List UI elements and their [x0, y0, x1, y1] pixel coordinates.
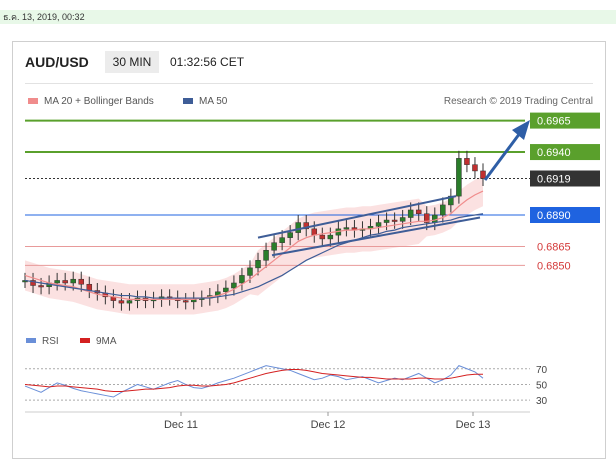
timestamp-text: ธ.ค. 13, 2019, 00:32: [3, 12, 85, 22]
candle-body: [86, 283, 93, 291]
rsi-legend-label: RSI: [42, 336, 59, 347]
chart-panel: AUD/USD 30 MIN 01:32:56 CET MA 20 + Boll…: [12, 41, 606, 459]
candle-body: [424, 213, 430, 223]
level-label-0.6850: 0.6850: [537, 260, 571, 272]
legend-ma20-label: MA 20 + Bollinger Bands: [44, 96, 154, 107]
candle-body: [440, 204, 446, 216]
candle-body: [448, 195, 454, 206]
level-label-0.6890: 0.6890: [537, 210, 571, 222]
candle-body: [30, 280, 36, 286]
candle-body: [126, 300, 133, 304]
candle-body: [78, 278, 84, 285]
bollinger-band: [25, 175, 483, 315]
candle-body: [62, 280, 68, 284]
trendline-lower: [271, 216, 481, 257]
header-divider: [25, 83, 593, 84]
candle-body: [391, 219, 398, 222]
ma50-swatch-icon: [183, 98, 193, 105]
level-label-0.6965: 0.6965: [537, 116, 571, 128]
rsi-swatch-icon: [26, 338, 36, 343]
legend-ma50: MA 50: [183, 96, 227, 107]
candle-body: [239, 275, 245, 284]
candle-body: [327, 234, 334, 240]
candle-body: [118, 300, 125, 304]
candle-body: [375, 222, 382, 227]
research-credit: Research © 2019 Trading Central: [443, 96, 593, 107]
candle-body: [70, 278, 76, 284]
candle-body: [407, 209, 414, 218]
candle-body: [432, 214, 438, 223]
level-label-0.6940: 0.6940: [537, 147, 571, 159]
candle-body: [54, 280, 60, 284]
trendline-upper: [257, 195, 457, 239]
legend-ma20: MA 20 + Bollinger Bands: [28, 96, 154, 107]
level-tag-0.6965: [530, 112, 600, 129]
level-tag-0.6919: [530, 170, 600, 187]
candle-body: [319, 234, 326, 240]
level-label-0.6865: 0.6865: [537, 241, 571, 253]
candle-body: [415, 209, 422, 214]
candle-body: [464, 158, 470, 165]
rsi-ma-legend-label: 9MA: [96, 336, 117, 347]
candle-body: [255, 260, 261, 269]
ma50-line: [24, 213, 484, 299]
ma20-line: [24, 190, 484, 300]
level-label-0.6919: 0.6919: [537, 173, 571, 185]
candle-body: [480, 170, 486, 179]
candle-body: [287, 232, 293, 238]
candle-body: [271, 242, 277, 251]
timestamp-bar: ธ.ค. 13, 2019, 00:32: [0, 10, 616, 24]
candle-body: [263, 249, 269, 261]
candle-body: [223, 287, 229, 293]
candle-body: [456, 158, 462, 197]
forecast-arrow-shaft: [483, 132, 522, 181]
rsi-level-label: 50: [536, 380, 548, 391]
x-tick-label: Dec 13: [456, 419, 491, 431]
candle-body: [247, 267, 253, 276]
candle-body: [279, 237, 285, 243]
candle-body: [472, 164, 478, 172]
chart-time: 01:32:56 CET: [170, 55, 245, 69]
forecast-arrow-head-icon: [512, 120, 530, 140]
candle-body: [343, 227, 350, 230]
timeframe-badge[interactable]: 30 MIN: [105, 51, 159, 73]
candle-body: [182, 300, 189, 303]
rsi-line: [24, 365, 484, 398]
candle-body: [231, 282, 237, 289]
ma20-swatch-icon: [28, 98, 38, 105]
currency-pair: AUD/USD: [25, 54, 89, 70]
candle-body: [38, 285, 44, 288]
chart-header: AUD/USD 30 MIN 01:32:56 CET: [13, 42, 605, 84]
rsi-level-label: 70: [536, 365, 548, 376]
x-tick-label: Dec 12: [311, 419, 346, 431]
legend-ma50-label: MA 50: [199, 96, 228, 107]
rsi-level-label: 30: [536, 396, 548, 407]
level-tag-0.6940: [530, 144, 600, 161]
candle-body: [383, 219, 390, 223]
candle-body: [399, 217, 406, 222]
candle-body: [303, 222, 309, 230]
x-tick-label: Dec 11: [164, 419, 198, 431]
candle-body: [295, 222, 301, 233]
rsi-ma-swatch-icon: [80, 338, 90, 343]
level-tag-0.6890: [530, 207, 600, 223]
candle-body: [311, 228, 318, 236]
rsi-ma-line: [24, 369, 483, 393]
